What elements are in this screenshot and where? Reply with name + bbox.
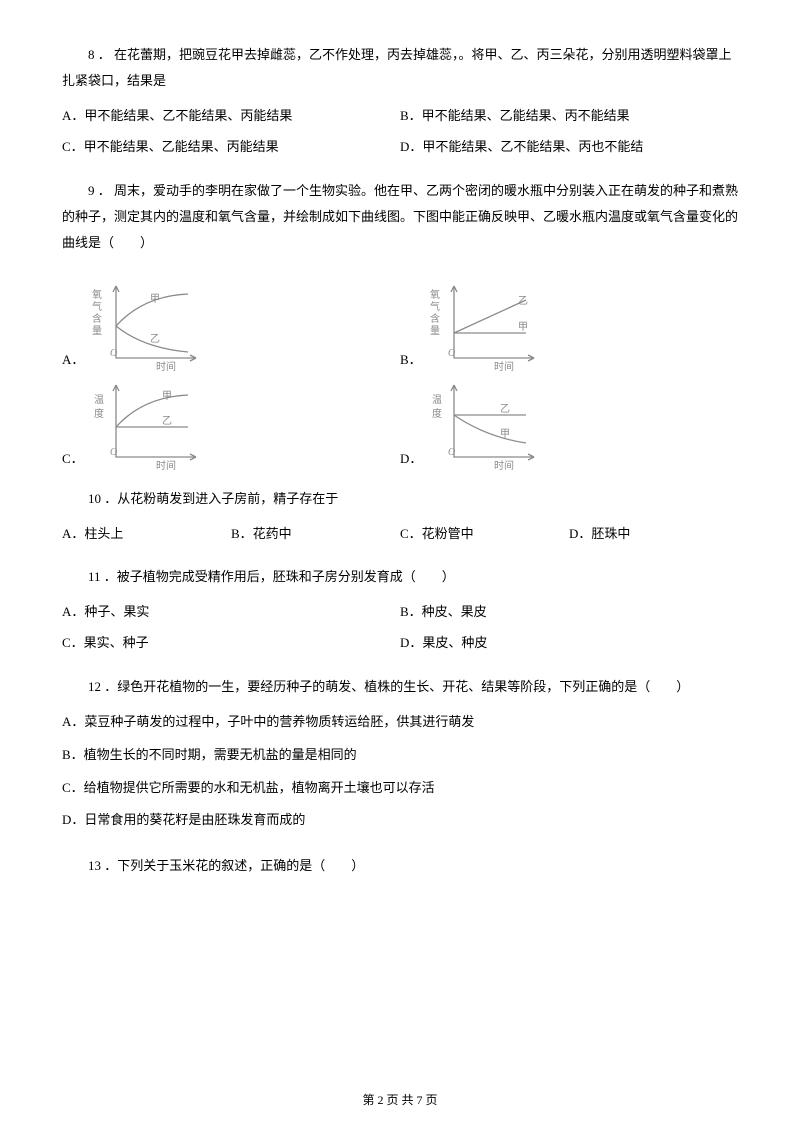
svg-text:O: O bbox=[110, 348, 117, 359]
q9-label-d: D． bbox=[400, 449, 422, 472]
svg-text:时间: 时间 bbox=[494, 459, 514, 472]
q9-chart-c: 温 度 O 时间 甲 乙 bbox=[88, 377, 213, 472]
q12-opts: A．菜豆种子萌发的过程中，子叶中的营养物质转运给胚，供其进行萌发 B．植物生长的… bbox=[62, 712, 738, 831]
svg-text:O: O bbox=[110, 447, 117, 458]
q12-opt-c: C．给植物提供它所需要的水和无机盐，植物离开土壤也可以存活 bbox=[62, 778, 738, 799]
q8-opt-a: A．甲不能结果、乙不能结果、丙能结果 bbox=[62, 106, 400, 127]
q10-opt-d: D．胚珠中 bbox=[569, 524, 738, 545]
svg-text:量: 量 bbox=[430, 325, 440, 337]
svg-text:O: O bbox=[448, 447, 455, 458]
svg-text:甲: 甲 bbox=[162, 391, 172, 402]
svg-text:乙: 乙 bbox=[500, 403, 510, 415]
q12-stem: 12 ．绿色开花植物的一生，要经历种子的萌发、植株的生长、开花、结果等阶段，下列… bbox=[62, 674, 738, 700]
question-11: 11 ．被子植物完成受精作用后，胚珠和子房分别发育成（ ） A．种子、果实 B．… bbox=[62, 564, 738, 654]
svg-text:含: 含 bbox=[92, 312, 102, 325]
q9-chart-b: 氧 气 含 量 O 时间 乙 甲 bbox=[426, 278, 551, 373]
svg-text:氧: 氧 bbox=[430, 288, 440, 301]
q8-opt-b: B．甲不能结果、乙能结果、丙不能结果 bbox=[400, 106, 738, 127]
q11-opt-d: D．果皮、种皮 bbox=[400, 633, 738, 654]
svg-text:时间: 时间 bbox=[494, 360, 514, 373]
q11-stem: 11 ．被子植物完成受精作用后，胚珠和子房分别发育成（ ） bbox=[62, 564, 738, 590]
q12-opt-a: A．菜豆种子萌发的过程中，子叶中的营养物质转运给胚，供其进行萌发 bbox=[62, 712, 738, 733]
q13-stem: 13 ．下列关于玉米花的叙述，正确的是（ ） bbox=[62, 853, 738, 879]
q11-row1: A．种子、果实 B．种皮、果皮 bbox=[62, 602, 738, 623]
q8-row1: A．甲不能结果、乙不能结果、丙能结果 B．甲不能结果、乙能结果、丙不能结果 bbox=[62, 106, 738, 127]
q10-row: A．柱头上 B．花药中 C．花粉管中 D．胚珠中 bbox=[62, 524, 738, 545]
svg-text:气: 气 bbox=[430, 300, 440, 313]
svg-text:温: 温 bbox=[432, 394, 442, 406]
yaxis-label: 氧 bbox=[92, 288, 102, 301]
svg-text:度: 度 bbox=[94, 407, 104, 420]
q9-chart-d: 温 度 O 时间 乙 甲 bbox=[426, 377, 551, 472]
q9-label-a: A． bbox=[62, 350, 84, 373]
q9-label-b: B． bbox=[400, 350, 422, 373]
svg-text:乙: 乙 bbox=[518, 295, 528, 307]
q9-label-c: C． bbox=[62, 449, 84, 472]
q9-figrow-cd: C． 温 度 O 时间 甲 乙 D． bbox=[62, 377, 738, 472]
q9-cell-d: D． 温 度 O 时间 乙 甲 bbox=[400, 377, 738, 472]
page-footer: 第 2 页 共 7 页 bbox=[0, 1091, 800, 1110]
q12-opt-d: D．日常食用的葵花籽是由胚珠发育而成的 bbox=[62, 810, 738, 831]
q9-cell-c: C． 温 度 O 时间 甲 乙 bbox=[62, 377, 400, 472]
svg-text:时间: 时间 bbox=[156, 459, 176, 472]
svg-text:度: 度 bbox=[432, 407, 442, 420]
svg-text:乙: 乙 bbox=[150, 333, 160, 345]
q9-stem: 9 ． 周末，爱动手的李明在家做了一个生物实验。他在甲、乙两个密闭的暖水瓶中分别… bbox=[62, 178, 738, 256]
q9-cell-a: A． 氧 气 含 量 O 时间 甲 乙 bbox=[62, 278, 400, 373]
q9-cell-b: B． 氧 气 含 量 O 时间 乙 甲 bbox=[400, 278, 738, 373]
q9-figrow-ab: A． 氧 气 含 量 O 时间 甲 乙 B． bbox=[62, 278, 738, 373]
q11-opt-a: A．种子、果实 bbox=[62, 602, 400, 623]
q8-stem: 8 ． 在花蕾期，把豌豆花甲去掉雌蕊，乙不作处理，丙去掉雄蕊，。将甲、乙、丙三朵… bbox=[62, 42, 738, 94]
q11-opt-b: B．种皮、果皮 bbox=[400, 602, 738, 623]
svg-text:O: O bbox=[448, 348, 455, 359]
svg-text:甲: 甲 bbox=[150, 294, 160, 305]
q8-opt-d: D．甲不能结果、乙不能结果、丙也不能结 bbox=[400, 137, 738, 158]
svg-text:时间: 时间 bbox=[156, 360, 176, 373]
question-9: 9 ． 周末，爱动手的李明在家做了一个生物实验。他在甲、乙两个密闭的暖水瓶中分别… bbox=[62, 178, 738, 472]
q8-opt-c: C．甲不能结果、乙能结果、丙能结果 bbox=[62, 137, 400, 158]
q9-chart-a: 氧 气 含 量 O 时间 甲 乙 bbox=[88, 278, 213, 373]
q8-row2: C．甲不能结果、乙能结果、丙能结果 D．甲不能结果、乙不能结果、丙也不能结 bbox=[62, 137, 738, 158]
question-10: 10 ．从花粉萌发到进入子房前，精子存在于 A．柱头上 B．花药中 C．花粉管中… bbox=[62, 486, 738, 545]
svg-text:甲: 甲 bbox=[518, 322, 528, 333]
svg-text:气: 气 bbox=[92, 300, 102, 313]
svg-text:甲: 甲 bbox=[500, 429, 510, 440]
q10-opt-c: C．花粉管中 bbox=[400, 524, 569, 545]
svg-text:乙: 乙 bbox=[162, 415, 172, 427]
q10-stem: 10 ．从花粉萌发到进入子房前，精子存在于 bbox=[62, 486, 738, 512]
q10-opt-a: A．柱头上 bbox=[62, 524, 231, 545]
q12-opt-b: B．植物生长的不同时期，需要无机盐的量是相同的 bbox=[62, 745, 738, 766]
q11-opt-c: C．果实、种子 bbox=[62, 633, 400, 654]
svg-text:含: 含 bbox=[430, 312, 440, 325]
question-13: 13 ．下列关于玉米花的叙述，正确的是（ ） bbox=[62, 853, 738, 879]
question-8: 8 ． 在花蕾期，把豌豆花甲去掉雌蕊，乙不作处理，丙去掉雄蕊，。将甲、乙、丙三朵… bbox=[62, 42, 738, 158]
q11-row2: C．果实、种子 D．果皮、种皮 bbox=[62, 633, 738, 654]
question-12: 12 ．绿色开花植物的一生，要经历种子的萌发、植株的生长、开花、结果等阶段，下列… bbox=[62, 674, 738, 831]
q10-opt-b: B．花药中 bbox=[231, 524, 400, 545]
svg-text:温: 温 bbox=[94, 394, 104, 406]
svg-text:量: 量 bbox=[92, 325, 102, 337]
